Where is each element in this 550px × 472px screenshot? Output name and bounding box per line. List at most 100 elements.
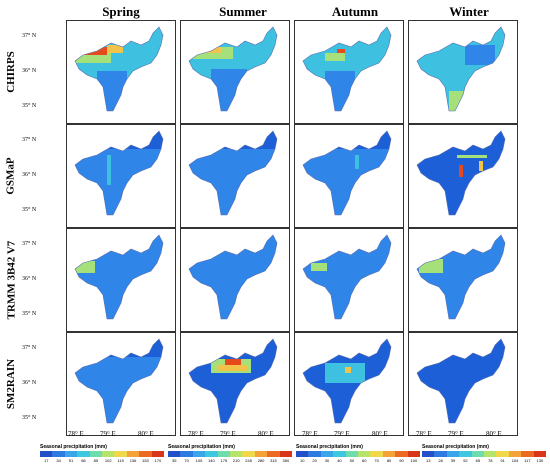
legend-autumn: Seasonal precipitation (mm) 10 20 30 40 50 60… [296,444,422,470]
map-panel-sm2rain-summer [180,332,290,436]
legend-tick-label: 50 [349,458,355,463]
legend-swatch [52,451,65,457]
legend-swatch [308,451,321,457]
legend-tick-label: 105 [195,458,203,463]
legend-tick-label: 20 [312,458,317,463]
legend-swatch [508,451,522,457]
legend-swatch [459,451,472,457]
legend-tick-label: 130 [536,458,544,463]
legend-tick-label: 119 [117,458,124,463]
legend-tick-label: 210 [232,458,240,463]
legend-swatch [533,451,547,457]
map-panel-chirps-autumn [294,20,404,124]
product-label-gsmap: GSMaP [5,157,17,195]
legend-tick-label: 70 [184,458,189,463]
season-header-spring: Spring [102,4,140,19]
legend-title: Seasonal precipitation (mm) [296,444,363,450]
legend-ticks: 17 34 51 68 85 102 119 136 153 170 [40,458,164,463]
legend-swatch [114,451,127,457]
legend-tick-label: 78 [488,458,493,463]
legend-spring: Seasonal precipitation (mm) 17 34 51 68 85 10… [40,444,166,470]
map-panel-sm2rain-spring [66,332,176,436]
legend-ticks: 13 26 39 52 65 78 91 104 117 130 [422,458,546,463]
legend-tick-label: 65 [475,458,481,463]
legend-swatch [40,451,53,457]
map-panel-chirps-spring [66,20,176,124]
legend-tick-label: 60 [362,458,367,463]
legend-swatch [168,451,181,457]
legend-colorbar [296,451,421,457]
legend-tick-label: 350 [282,458,290,463]
legend-tick-label: 13 [425,458,431,463]
legend-swatch [102,451,115,457]
legend-swatch [254,451,268,457]
legend-tick-label: 175 [220,458,228,463]
legend-tick-label: 30 [324,458,330,463]
product-label-chirps: CHIRPS [5,51,17,93]
legend-swatch [279,451,293,457]
legend-tick-label: 136 [129,458,137,463]
legend-swatch [139,451,152,457]
legend-swatch [230,451,243,457]
legend-tick-label: 68 [81,458,86,463]
legend-tick-label: 104 [511,458,519,463]
legend-title: Seasonal precipitation (mm) [422,444,489,450]
legend-tick-label: 153 [142,458,149,463]
legend-tick-label: 70 [374,458,379,463]
legend-colorbar [168,451,293,457]
legend-swatch [320,451,334,457]
legend-tick-label: 39 [450,458,456,463]
legend-tick-label: 140 [208,458,215,463]
legend-tick-label: 40 [337,458,342,463]
map-panel-gsmap-autumn [294,124,404,228]
legend-tick-label: 51 [68,458,74,463]
legend-swatch [151,451,165,457]
legend-swatch [180,451,193,457]
legend-swatch [358,451,371,457]
season-header-winter: Winter [449,4,489,19]
map-panel-sm2rain-autumn [294,332,404,436]
legend-tick-label: 52 [463,458,468,463]
map-panel-gsmap-winter [408,124,518,228]
legend-tick-label: 85 [93,458,99,463]
legend-swatch [407,451,421,457]
legend-swatch [446,451,460,457]
legend-swatch [496,451,509,457]
legend-swatch [192,451,206,457]
map-panel-sm2rain-winter [408,332,518,436]
legend-swatch [333,451,346,457]
legend-tick-label: 102 [104,458,112,463]
legend-tick-label: 10 [299,458,305,463]
legend-swatch [521,451,534,457]
legend-swatch [77,451,90,457]
legend-colorbar [422,451,547,457]
legend-summer: Seasonal precipitation (mm) 35 70 105 140 17… [168,444,294,470]
legend-swatch [296,451,309,457]
legend-title: Seasonal precipitation (mm) [168,444,235,450]
map-panel-trmm-autumn [294,228,404,332]
legend-tick-label: 90 [399,458,404,463]
legend-swatch [434,451,447,457]
map-panel-gsmap-summer [180,124,290,228]
legend-title: Seasonal precipitation (mm) [40,444,107,450]
legend-ticks: 35 70 105 140 175 210 245 280 315 350 [168,458,292,463]
legend-swatch [126,451,140,457]
legend-tick-label: 34 [56,458,61,463]
legend-swatch [242,451,255,457]
legend-swatch [370,451,383,457]
legend-tick-label: 26 [438,458,443,463]
legend-swatch [205,451,218,457]
product-label-sm2rain: SM2RAIN [5,358,17,410]
legend-tick-label: 170 [154,458,162,463]
map-panel-gsmap-spring [66,124,176,228]
legend-tick-label: 245 [245,458,252,463]
map-panel-chirps-summer [180,20,290,124]
legend-swatch [267,451,280,457]
legend-ticks: 10 20 30 40 50 60 70 80 90 100 [296,458,420,463]
legend-swatch [382,451,396,457]
legend-swatch [345,451,359,457]
map-panel-trmm-spring [66,228,176,332]
map-panel-trmm-winter [408,228,518,332]
map-panel-chirps-winter [408,20,518,124]
legend-swatch [217,451,231,457]
